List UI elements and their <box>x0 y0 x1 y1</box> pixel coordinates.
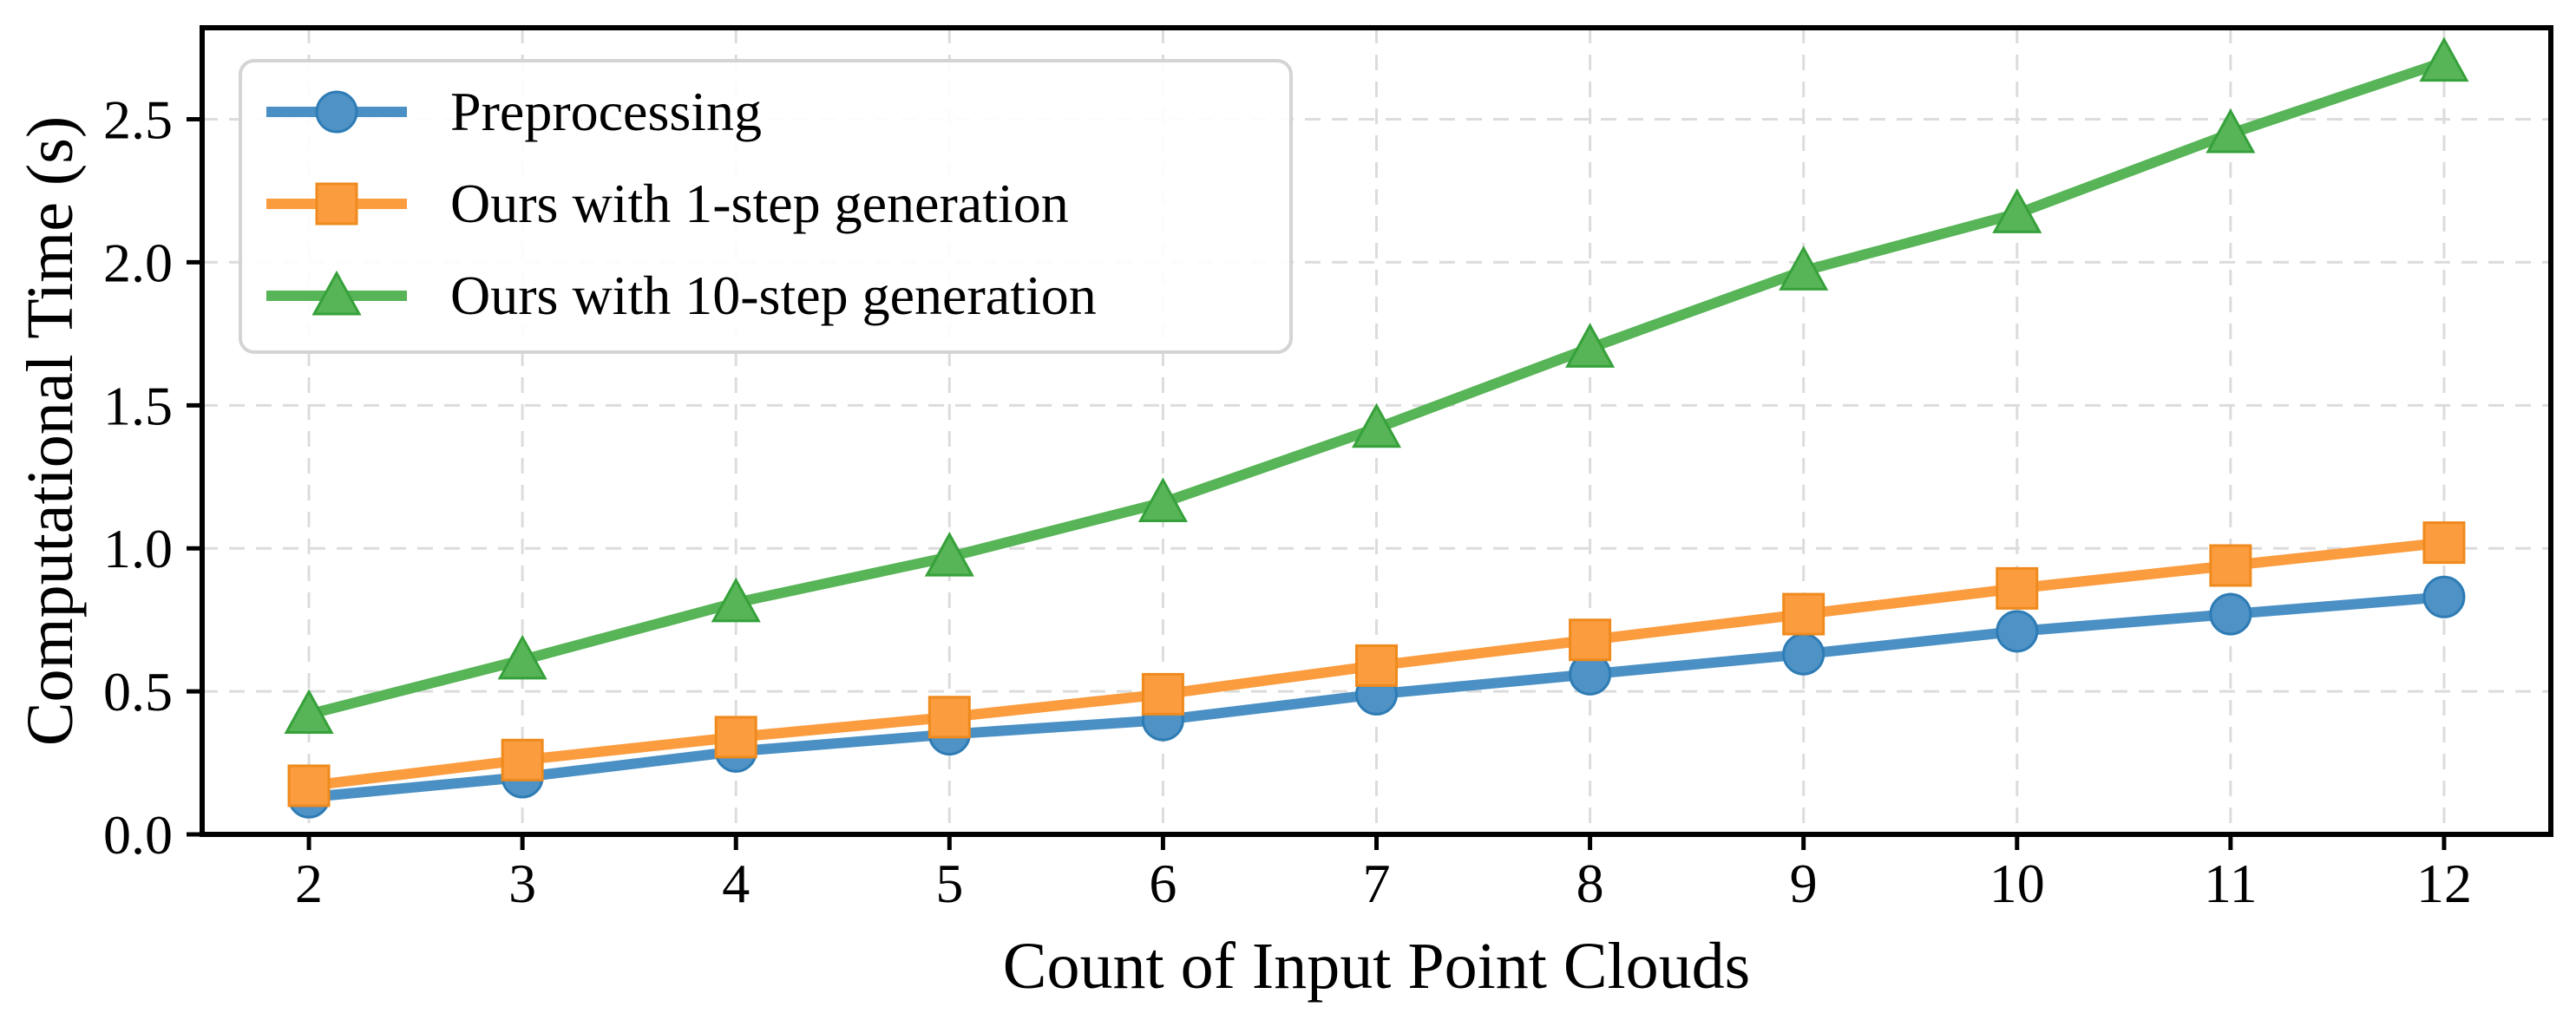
x-tick-label: 4 <box>722 853 750 914</box>
y-axis-label: Computational Time (s) <box>14 115 87 747</box>
x-tick-label: 2 <box>295 853 323 914</box>
x-tick-label: 6 <box>1149 853 1177 914</box>
x-tick-label: 3 <box>508 853 536 914</box>
x-tick-label: 10 <box>1989 853 2045 914</box>
x-tick-label: 11 <box>2204 853 2258 914</box>
y-tick-label: 2.5 <box>103 89 173 151</box>
legend-label: Ours with 1-step generation <box>450 173 1069 234</box>
y-tick-label: 2.0 <box>103 232 173 293</box>
x-tick-label: 8 <box>1576 853 1604 914</box>
legend-label: Ours with 10-step generation <box>450 265 1097 326</box>
legend-sample-circle-icon <box>266 90 407 134</box>
legend-label: Preprocessing <box>450 81 763 142</box>
series-ours-with-10-step-generation <box>284 36 2469 734</box>
y-tick-label: 1.0 <box>103 518 173 579</box>
plot-border <box>200 25 2553 837</box>
y-tick-label: 1.5 <box>103 375 173 436</box>
y-tick-label: 0.0 <box>103 804 173 866</box>
legend-item-preprocessing: Preprocessing <box>263 77 762 147</box>
legend-item-10-step: Ours with 10-step generation <box>263 261 1097 330</box>
x-tick-label: 12 <box>2416 853 2472 914</box>
series-ours-with-1-step-generation <box>287 521 2466 808</box>
legend-sample-square-icon <box>266 182 407 226</box>
x-tick-label: 5 <box>935 853 963 914</box>
x-axis-label: Count of Input Point Clouds <box>1002 930 1751 1003</box>
legend-sample-triangle-icon <box>266 270 407 316</box>
x-tick-label: 9 <box>1790 853 1818 914</box>
legend-box: Preprocessing Ours with 1-step generatio… <box>239 59 1293 354</box>
tick-labels: 2 3 4 5 6 7 8 9 10 11 12 0.0 0.5 1.0 1.5 2.0 2.5 <box>103 89 2472 914</box>
x-tick-label: 7 <box>1363 853 1391 914</box>
legend-item-1-step: Ours with 1-step generation <box>263 169 1069 239</box>
y-tick-label: 0.5 <box>103 661 173 722</box>
